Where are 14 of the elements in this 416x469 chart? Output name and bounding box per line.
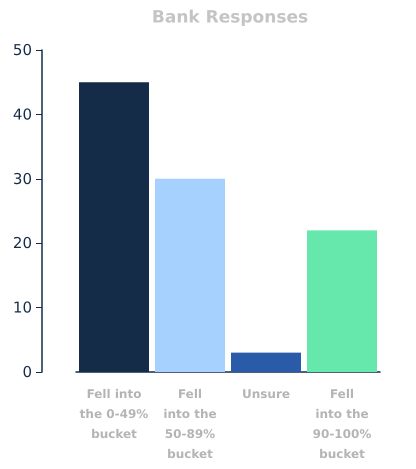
y-tick-label: 40 bbox=[12, 105, 32, 124]
y-tick-label: 30 bbox=[12, 170, 32, 188]
bar bbox=[307, 230, 377, 372]
y-tick-label: 20 bbox=[12, 234, 32, 252]
x-tick-label: Fell into the 0-49% bucket bbox=[80, 387, 148, 441]
x-tick-label: Fell into the 50-89% bucket bbox=[163, 387, 217, 461]
y-tick-label: 50 bbox=[12, 41, 32, 59]
y-tick-label: 10 bbox=[12, 298, 32, 317]
bar bbox=[231, 352, 301, 372]
chart-title: Bank Responses bbox=[152, 8, 308, 28]
y-tick-label: 0 bbox=[22, 363, 32, 381]
x-tick-label: Fell into the 90-100% bucket bbox=[312, 387, 372, 461]
x-tick-label: Unsure bbox=[242, 387, 290, 401]
bar bbox=[155, 178, 225, 372]
